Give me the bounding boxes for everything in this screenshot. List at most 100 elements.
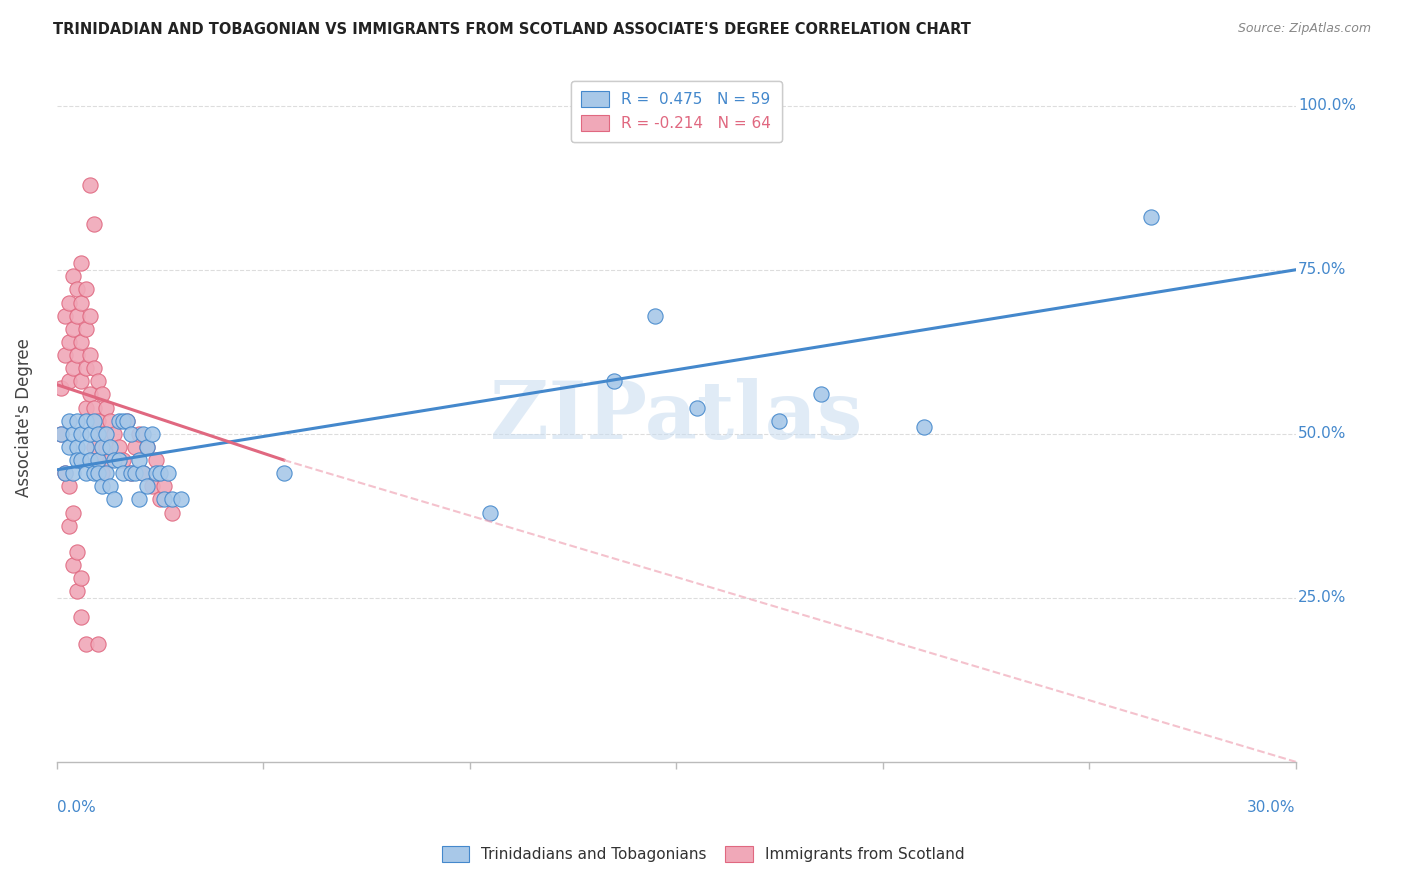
Point (96, 401, 118, 415)
Y-axis label: Associate's Degree: Associate's Degree (15, 338, 32, 497)
Point (103, 492, 125, 507)
Point (70, 453, 93, 467)
Point (62, 506, 84, 520)
Point (169, 492, 191, 507)
Point (768, 414, 790, 428)
Point (79, 348, 101, 362)
Point (87, 453, 110, 467)
Point (75, 401, 97, 415)
Point (479, 506, 502, 520)
Point (83, 466, 105, 480)
Point (83, 217, 105, 231)
Point (75, 466, 97, 480)
Point (53, 348, 76, 362)
Point (79, 309, 101, 323)
Point (58, 374, 80, 388)
Text: 25.0%: 25.0% (1298, 591, 1347, 606)
Point (91, 426, 114, 441)
Point (153, 492, 176, 507)
Point (124, 440, 146, 454)
Point (75, 414, 97, 428)
Point (98, 479, 121, 493)
Point (79, 426, 101, 441)
Point (91, 466, 114, 480)
Point (62, 426, 84, 441)
Point (58, 518, 80, 533)
Point (145, 466, 167, 480)
Point (128, 492, 150, 507)
Point (111, 414, 134, 428)
Point (87, 426, 110, 441)
Point (686, 401, 709, 415)
Point (98, 453, 121, 467)
Text: Source: ZipAtlas.com: Source: ZipAtlas.com (1237, 22, 1371, 36)
Point (124, 466, 146, 480)
Point (96, 440, 118, 454)
Point (53, 466, 76, 480)
Point (98, 414, 121, 428)
Point (70, 610, 93, 624)
Point (83, 361, 105, 376)
Point (107, 440, 129, 454)
Point (66, 414, 89, 428)
Point (91, 440, 114, 454)
Point (66, 309, 89, 323)
Point (141, 479, 163, 493)
Point (49, 381, 72, 395)
Point (810, 387, 832, 401)
Point (83, 401, 105, 415)
Point (70, 571, 93, 585)
Point (157, 466, 180, 480)
Point (128, 426, 150, 441)
Point (66, 348, 89, 362)
Point (66, 453, 89, 467)
Point (70, 334, 93, 349)
Point (132, 466, 155, 480)
Point (136, 440, 159, 454)
Point (83, 414, 105, 428)
Point (1140, 211, 1163, 225)
Point (149, 492, 172, 507)
Legend: Trinidadians and Tobagonians, Immigrants from Scotland: Trinidadians and Tobagonians, Immigrants… (436, 840, 970, 868)
Point (70, 374, 93, 388)
Text: TRINIDADIAN AND TOBAGONIAN VS IMMIGRANTS FROM SCOTLAND ASSOCIATE'S DEGREE CORREL: TRINIDADIAN AND TOBAGONIAN VS IMMIGRANTS… (53, 22, 972, 37)
Point (66, 283, 89, 297)
Point (132, 466, 155, 480)
Point (70, 426, 93, 441)
Point (120, 426, 142, 441)
Point (83, 440, 105, 454)
Text: ZIPatlas: ZIPatlas (491, 378, 862, 457)
Point (58, 414, 80, 428)
Point (107, 414, 129, 428)
Point (120, 466, 142, 480)
Point (75, 361, 97, 376)
Point (91, 479, 114, 493)
Point (58, 295, 80, 310)
Point (153, 479, 176, 493)
Point (66, 440, 89, 454)
Point (62, 466, 84, 480)
Point (111, 453, 134, 467)
Point (912, 420, 935, 434)
Point (115, 414, 138, 428)
Point (87, 637, 110, 651)
Point (66, 584, 89, 599)
Point (162, 506, 184, 520)
Point (644, 309, 666, 323)
Point (87, 374, 110, 388)
Point (603, 374, 626, 388)
Text: 50.0%: 50.0% (1298, 426, 1347, 442)
Point (49, 426, 72, 441)
Point (103, 426, 125, 441)
Point (62, 558, 84, 572)
Point (149, 466, 172, 480)
Point (62, 269, 84, 284)
Point (96, 426, 118, 441)
Point (53, 309, 76, 323)
Point (103, 453, 125, 467)
Point (79, 178, 101, 192)
Point (62, 322, 84, 336)
Point (136, 440, 159, 454)
Point (66, 545, 89, 559)
Point (87, 414, 110, 428)
